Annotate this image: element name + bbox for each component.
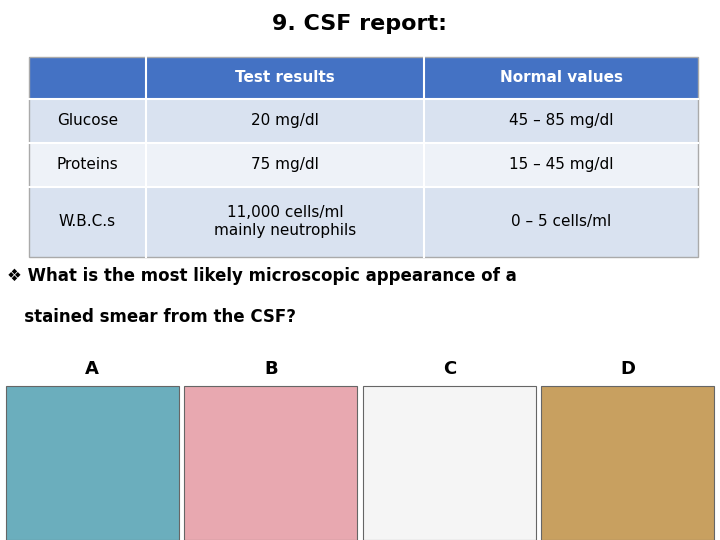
Text: ❖ What is the most likely microscopic appearance of a: ❖ What is the most likely microscopic ap… — [7, 267, 517, 285]
Text: D: D — [621, 360, 635, 378]
Text: 15 – 45 mg/dl: 15 – 45 mg/dl — [509, 157, 613, 172]
Text: stained smear from the CSF?: stained smear from the CSF? — [7, 308, 296, 326]
Text: Normal values: Normal values — [500, 70, 623, 85]
FancyBboxPatch shape — [363, 386, 536, 540]
FancyBboxPatch shape — [29, 187, 146, 256]
Text: 11,000 cells/ml
mainly neutrophils: 11,000 cells/ml mainly neutrophils — [214, 205, 356, 238]
FancyBboxPatch shape — [29, 99, 146, 143]
Text: B: B — [264, 360, 277, 378]
FancyBboxPatch shape — [424, 57, 698, 99]
FancyBboxPatch shape — [29, 57, 146, 99]
Text: Test results: Test results — [235, 70, 335, 85]
FancyBboxPatch shape — [424, 99, 698, 143]
FancyBboxPatch shape — [424, 143, 698, 186]
FancyBboxPatch shape — [146, 99, 424, 143]
Text: W.B.C.s: W.B.C.s — [59, 214, 116, 229]
FancyBboxPatch shape — [29, 143, 146, 186]
Text: 9. CSF report:: 9. CSF report: — [272, 14, 448, 35]
FancyBboxPatch shape — [541, 386, 714, 540]
Text: C: C — [443, 360, 456, 378]
Text: 0 – 5 cells/ml: 0 – 5 cells/ml — [511, 214, 611, 229]
Text: 45 – 85 mg/dl: 45 – 85 mg/dl — [509, 113, 613, 128]
Text: 20 mg/dl: 20 mg/dl — [251, 113, 319, 128]
FancyBboxPatch shape — [184, 386, 357, 540]
FancyBboxPatch shape — [146, 57, 424, 99]
Text: Proteins: Proteins — [56, 157, 118, 172]
FancyBboxPatch shape — [424, 187, 698, 256]
FancyBboxPatch shape — [6, 386, 179, 540]
Text: Glucose: Glucose — [57, 113, 118, 128]
FancyBboxPatch shape — [146, 187, 424, 256]
FancyBboxPatch shape — [146, 143, 424, 186]
Text: 75 mg/dl: 75 mg/dl — [251, 157, 319, 172]
Text: A: A — [85, 360, 99, 378]
